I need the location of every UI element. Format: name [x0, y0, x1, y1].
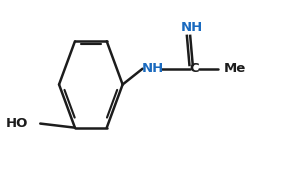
- Text: Me: Me: [224, 62, 246, 75]
- Text: HO: HO: [6, 117, 29, 130]
- Text: NH: NH: [142, 62, 164, 75]
- Text: C: C: [190, 62, 199, 75]
- Text: NH: NH: [181, 21, 203, 34]
